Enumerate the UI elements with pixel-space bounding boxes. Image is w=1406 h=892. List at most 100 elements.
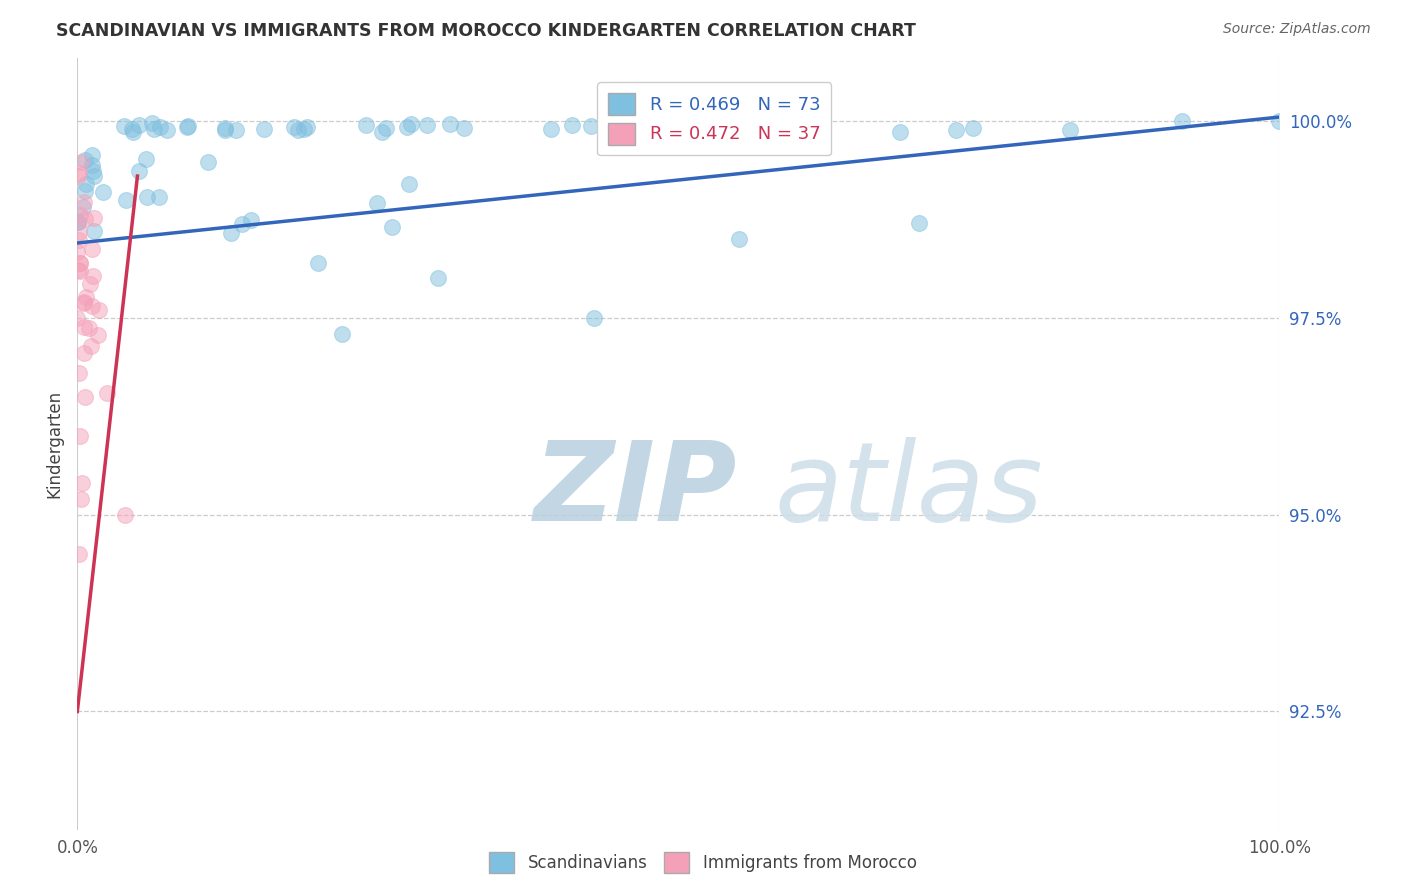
Point (67, 366, 90, 380)
Point (69, 429, 91, 443)
Point (295, 120, 318, 135)
Point (73, 195, 96, 210)
Point (176, 120, 198, 135)
Point (82, 164, 104, 178)
Point (82, 242, 104, 256)
Point (66, 244, 89, 259)
Point (221, 226, 243, 240)
Point (231, 217, 253, 231)
Point (141, 115, 163, 129)
Point (399, 117, 422, 131)
Legend: R = 0.469   N = 73, R = 0.472   N = 37: R = 0.469 N = 73, R = 0.472 N = 37 (598, 82, 831, 155)
Point (73, 211, 96, 226)
Point (75, 177, 97, 191)
Point (416, 118, 439, 132)
Point (581, 119, 603, 133)
Legend: Scandinavians, Immigrants from Morocco: Scandinavians, Immigrants from Morocco (482, 846, 924, 880)
Point (375, 121, 398, 136)
Point (142, 122, 165, 136)
Point (121, 121, 143, 136)
Point (366, 196, 388, 211)
Text: atlas: atlas (775, 436, 1043, 543)
Point (83, 211, 105, 225)
Point (149, 120, 172, 135)
Point (83, 224, 105, 238)
Point (73, 295, 96, 310)
Point (381, 219, 404, 234)
Point (73, 294, 96, 309)
Point (156, 122, 179, 136)
Text: Source: ZipAtlas.com: Source: ZipAtlas.com (1223, 22, 1371, 37)
Point (214, 120, 236, 135)
Point (128, 164, 150, 178)
Point (453, 121, 475, 136)
Point (66, 169, 89, 183)
Point (89, 302, 111, 317)
Point (87, 328, 110, 343)
Point (75, 390, 97, 404)
Point (356, 118, 378, 132)
Point (945, 123, 967, 137)
Point (398, 177, 420, 191)
Point (82, 158, 104, 172)
Point (225, 123, 247, 137)
Point (136, 190, 159, 204)
Point (371, 125, 394, 139)
Text: ZIP: ZIP (534, 436, 738, 543)
Point (1171, 114, 1194, 128)
Point (148, 190, 170, 204)
Point (73, 184, 96, 198)
Point (439, 117, 461, 131)
Text: SCANDINAVIAN VS IMMIGRANTS FROM MOROCCO KINDERGARTEN CORRELATION CHART: SCANDINAVIAN VS IMMIGRANTS FROM MOROCCO … (56, 22, 917, 40)
Point (70, 475, 93, 490)
Point (177, 119, 200, 133)
Point (82, 269, 104, 284)
Point (96, 386, 118, 401)
Point (67, 215, 90, 229)
Point (561, 118, 583, 132)
Point (79, 321, 101, 335)
Point (79, 277, 101, 292)
Point (962, 120, 984, 135)
Point (73, 320, 96, 334)
Point (307, 255, 329, 269)
Point (80, 299, 103, 313)
Point (69, 263, 91, 277)
Point (75, 153, 97, 167)
Point (67, 547, 90, 561)
Point (287, 123, 309, 137)
Point (727, 232, 749, 246)
Point (67, 215, 90, 229)
Point (72, 200, 94, 214)
Point (69, 155, 91, 169)
Point (67, 233, 90, 247)
Point (253, 122, 276, 136)
Point (114, 508, 136, 522)
Point (283, 120, 305, 134)
Point (112, 119, 135, 133)
Point (69, 256, 91, 270)
Point (292, 122, 315, 136)
Point (75, 290, 97, 304)
Point (66, 310, 89, 325)
Point (67, 165, 90, 179)
Point (115, 193, 138, 207)
Point (908, 216, 931, 230)
Y-axis label: Kindergarten: Kindergarten (45, 390, 63, 498)
Point (135, 152, 157, 166)
Point (67, 263, 90, 277)
Point (330, 326, 353, 341)
Point (80, 148, 103, 162)
Point (69, 209, 91, 223)
Point (711, 122, 734, 136)
Point (583, 310, 606, 325)
Point (540, 121, 562, 136)
Point (79, 339, 101, 353)
Point (427, 271, 450, 285)
Point (91, 185, 114, 199)
Point (889, 125, 911, 139)
Point (1059, 123, 1081, 137)
Point (395, 120, 418, 134)
Point (83, 169, 105, 184)
Point (128, 118, 150, 132)
